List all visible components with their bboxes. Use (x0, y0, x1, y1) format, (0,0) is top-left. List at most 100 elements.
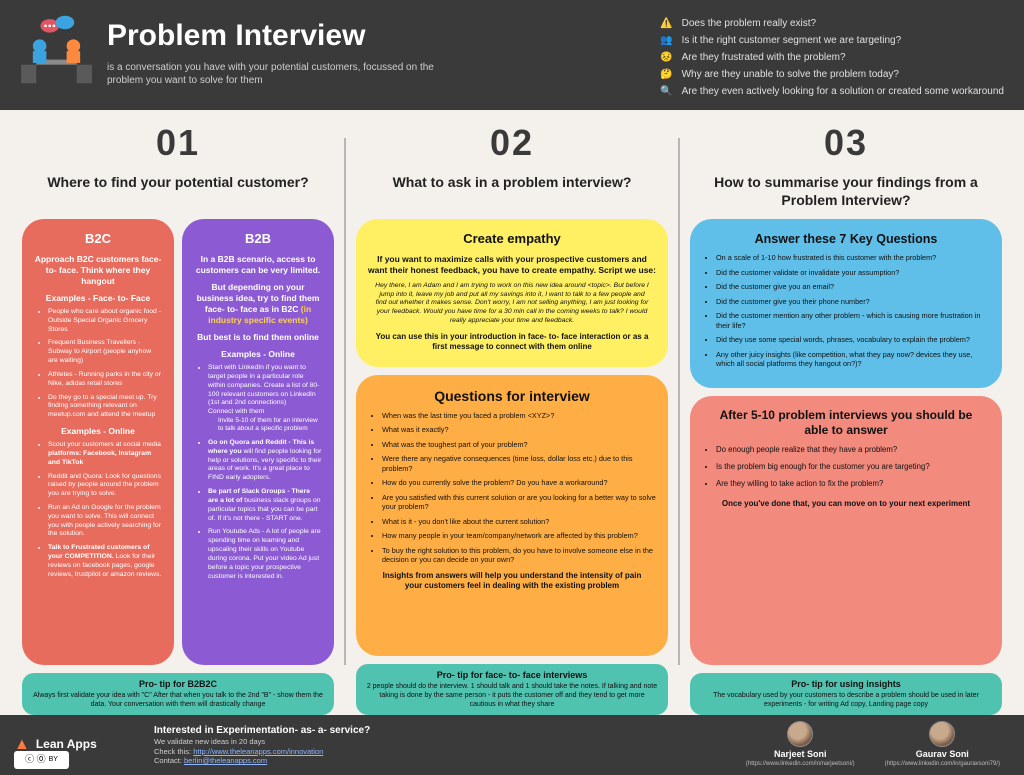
list-item: Did the customer give you their phone nu… (716, 297, 990, 306)
questions-list: When was the last time you faced a probl… (368, 411, 656, 565)
b2b-sub-online: Examples - Online (194, 349, 322, 360)
key-question-text: Does the problem really exist? (682, 17, 817, 30)
list-item: Do they go to a special meet up. Try fin… (48, 394, 162, 420)
col2-cards: Create empathy If you want to maximize c… (356, 219, 668, 656)
b2b-online-list: Start with LinkedIn if you want to targe… (194, 364, 322, 581)
column-03: 03 How to summarise your findings from a… (680, 118, 1012, 715)
card-create-empathy: Create empathy If you want to maximize c… (356, 219, 668, 367)
empathy-lead: If you want to maximize calls with your … (368, 254, 656, 276)
list-item: Did the customer give you an email? (716, 282, 990, 291)
page-title: Problem Interview (107, 16, 477, 55)
list-item: Were there any negative consequences (ti… (382, 454, 656, 473)
key7-list: On a scale of 1-10 how frustrated is thi… (702, 253, 990, 368)
page-subtitle: is a conversation you have with your pot… (107, 61, 437, 87)
card-questions: Questions for interview When was the las… (356, 375, 668, 656)
after-closing: Once you've done that, you can move on t… (702, 499, 990, 509)
b2c-b2b-row: B2C Approach B2C customers face- to- fac… (22, 219, 334, 665)
card-7-key-questions: Answer these 7 Key Questions On a scale … (690, 219, 1002, 388)
protip-title: Pro- tip for using insights (700, 679, 992, 691)
author-link[interactable]: (https://www.linkedin.com/in/gauravsoni7… (885, 761, 1000, 769)
list-item: What is it - you don't like about the cu… (382, 517, 656, 526)
after-list: Do enough people realize that they have … (702, 445, 990, 489)
contact-link[interactable]: berlin@theleanapps.com (184, 756, 267, 765)
column-02: 02 What to ask in a problem interview? C… (346, 118, 678, 715)
protip-b2b2c: Pro- tip for B2B2C Always first validate… (22, 673, 334, 715)
list-item: Did they use some special words, phrases… (716, 335, 990, 344)
key-question-text: Are they even actively looking for a sol… (682, 85, 1004, 98)
protip-body: 2 people should do the interview. 1 shou… (366, 682, 658, 709)
protip-title: Pro- tip for face- to- face interviews (366, 670, 658, 682)
list-item: Go on Quora and Reddit - This is where y… (208, 439, 322, 483)
empathy-heading: Create empathy (368, 231, 656, 248)
cta-sub: We validate new ideas in 20 days (154, 737, 370, 747)
main-columns: 01 Where to find your potential customer… (0, 110, 1024, 715)
key7-heading: Answer these 7 Key Questions (702, 231, 990, 247)
key-question: 👥Is it the right customer segment we are… (660, 33, 1004, 47)
list-item: Are you satisfied with this current solu… (382, 493, 656, 512)
cta-check: Check this: http://www.theleanapps.com/i… (154, 747, 370, 757)
list-item: On a scale of 1-10 how frustrated is thi… (716, 253, 990, 262)
list-item: Be part of Slack Groups - There are a lo… (208, 488, 322, 523)
step-number-03: 03 (690, 120, 1002, 167)
list-item: Frequent Business Travellers - Subway to… (48, 339, 162, 365)
questions-closing: Insights from answers will help you unde… (368, 571, 656, 592)
list-item: To buy the right solution to this proble… (382, 546, 656, 565)
key-question: 😣 Are they frustrated with the problem? (660, 50, 1004, 64)
search-icon: 🔍 (660, 84, 674, 98)
frustrated-icon: 😣 (660, 50, 674, 64)
protip-body: The vocabulary used by your customers to… (700, 691, 992, 709)
interview-illustration-icon (14, 12, 99, 92)
cta-title: Interested in Experimentation- as- a- se… (154, 724, 370, 737)
avatar-icon (787, 721, 813, 747)
list-item: Talk to Frustrated customers of your COM… (48, 544, 162, 579)
author-name: Narjeet Soni (774, 749, 827, 761)
authors: Narjeet Soni (https://www.linkedin.com/i… (746, 721, 1000, 768)
step-number-02: 02 (356, 120, 668, 167)
b2c-sub-face: Examples - Face- to- Face (34, 293, 162, 304)
author-name: Gaurav Soni (916, 749, 969, 761)
list-item: When was the last time you faced a probl… (382, 411, 656, 420)
list-item: Are they willing to take action to fix t… (716, 479, 990, 489)
column-01: 01 Where to find your potential customer… (12, 118, 344, 715)
protip-body: Always first validate your idea with "C"… (32, 691, 324, 709)
b2c-heading: B2C (34, 231, 162, 248)
b2c-face-list: People who care about organic food - Out… (34, 308, 162, 420)
list-item: Did the customer mention any other probl… (716, 311, 990, 330)
avatar-icon (929, 721, 955, 747)
list-item: Any other juicy insights (like competiti… (716, 350, 990, 369)
list-item: How do you currently solve the problem? … (382, 478, 656, 487)
cc-license-icon: ⓒ ⓪ BY (14, 751, 69, 769)
b2b-lead: In a B2B scenario, access to customers c… (194, 254, 322, 276)
key-question: ⚠️Does the problem really exist? (660, 16, 1004, 30)
key-question-text: Are they frustrated with the problem? (682, 51, 846, 64)
list-item: Run an Ad on Google for the problem you … (48, 504, 162, 539)
list-item: Did the customer validate or invalidate … (716, 268, 990, 277)
author-narjeet: Narjeet Soni (https://www.linkedin.com/i… (746, 721, 855, 768)
why-icon: 🤔 (660, 67, 674, 81)
col3-cards: Answer these 7 Key Questions On a scale … (690, 219, 1002, 665)
header-left: Problem Interview is a conversation you … (107, 12, 477, 87)
author-gaurav: Gaurav Soni (https://www.linkedin.com/in… (885, 721, 1000, 768)
b2b-lead3: But best is to find them online (194, 332, 322, 343)
footer-cta: Interested in Experimentation- as- a- se… (154, 724, 370, 766)
segment-icon: 👥 (660, 33, 674, 47)
step-title-01: Where to find your potential customer? (22, 173, 334, 209)
key-question: 🤔Why are they unable to solve the proble… (660, 67, 1004, 81)
card-b2c: B2C Approach B2C customers face- to- fac… (22, 219, 174, 665)
list-item: Reddit and Quora: Look for questions rai… (48, 473, 162, 499)
list-item: Is the problem big enough for the custom… (716, 462, 990, 472)
b2b-lead2: But depending on your business idea, try… (194, 282, 322, 326)
list-item: Scout your customers at social media pla… (48, 441, 162, 467)
list-item: Do enough people realize that they have … (716, 445, 990, 455)
cta-link[interactable]: http://www.theleanapps.com/innovation (193, 747, 323, 756)
list-item: Athletes - Running parks in the city or … (48, 371, 162, 389)
b2c-online-list: Scout your customers at social media pla… (34, 441, 162, 580)
list-item: People who care about organic food - Out… (48, 308, 162, 334)
step-title-03: How to summarise your findings from a Pr… (690, 173, 1002, 209)
b2b-heading: B2B (194, 231, 322, 248)
list-item: Run Youtube Ads - A lot of people are sp… (208, 528, 322, 581)
list-item: Start with LinkedIn if you want to targe… (208, 364, 322, 434)
author-link[interactable]: (https://www.linkedin.com/in/narjeetsoni… (746, 761, 855, 769)
empathy-foot: You can use this in your introduction in… (368, 332, 656, 353)
list-item: What was the toughest part of your probl… (382, 440, 656, 449)
